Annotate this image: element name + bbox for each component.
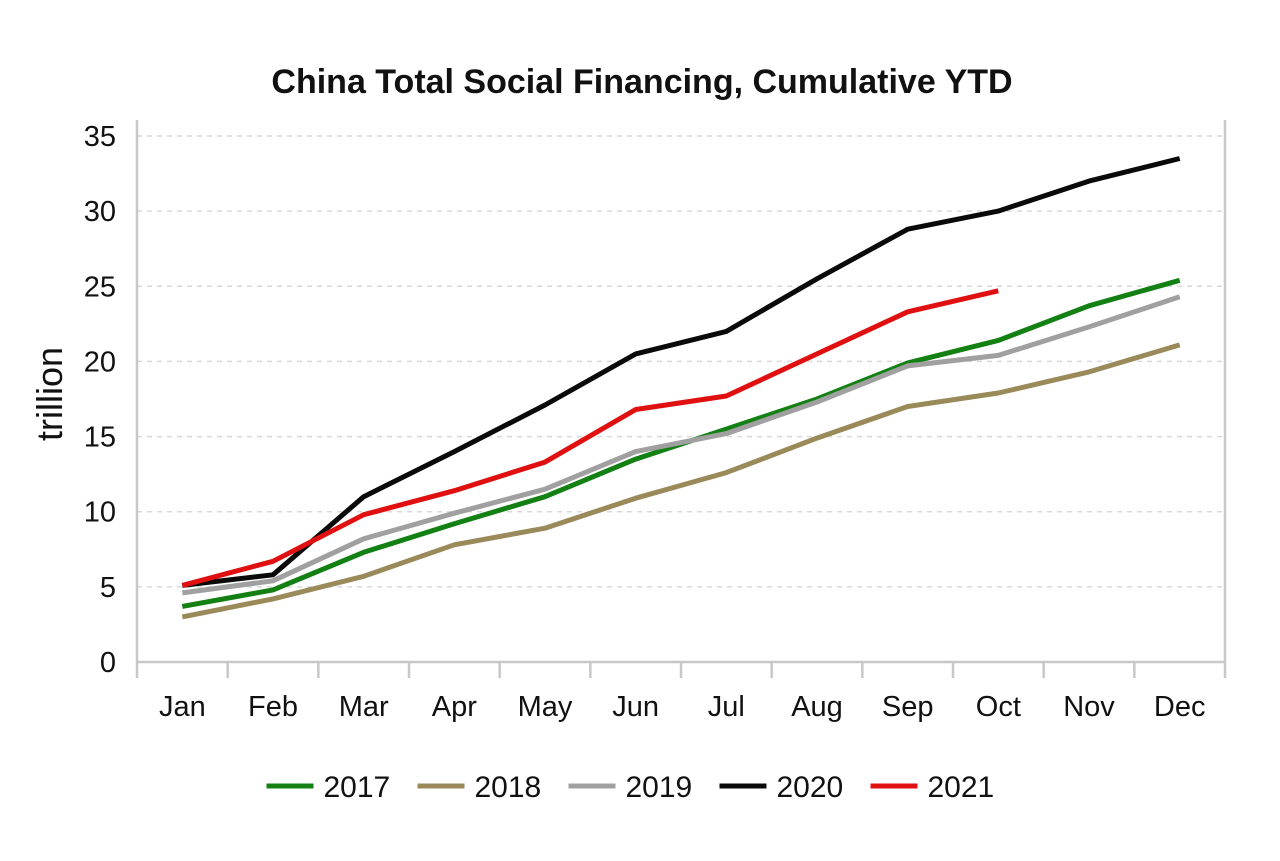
y-tick-label: 30 <box>84 196 116 228</box>
series-lines <box>181 156 1181 620</box>
legend-label-2020: 2020 <box>777 771 844 804</box>
x-tick-label-jul: Jul <box>708 691 745 723</box>
legend-item-2017: 2017 <box>266 771 391 804</box>
x-tick-label-oct: Oct <box>976 691 1021 723</box>
legend-label-2017: 2017 <box>324 771 391 804</box>
x-tick-label-may: May <box>518 691 573 723</box>
legend-item-2021: 2021 <box>870 771 995 804</box>
y-tick-label: 15 <box>84 422 116 454</box>
x-tick-label-aug: Aug <box>791 691 843 723</box>
gridlines <box>137 135 1225 588</box>
legend-label-2018: 2018 <box>475 771 542 804</box>
y-tick-label: 5 <box>100 572 116 604</box>
x-tick-label-nov: Nov <box>1063 691 1115 723</box>
legend-item-2018: 2018 <box>417 771 542 804</box>
y-tick-label: 35 <box>84 121 116 153</box>
y-tick-label: 25 <box>84 271 116 303</box>
x-tick-label-mar: Mar <box>339 691 389 723</box>
x-tick-label-apr: Apr <box>432 691 477 723</box>
y-tick-label: 10 <box>84 497 116 529</box>
legend: 2017 2018 2019 2020 2021 <box>266 771 995 804</box>
axes: 0 5 10 15 20 25 30 35 Jan Feb Mar Apr May Jun Jul Aug Se… <box>84 120 1227 723</box>
legend-item-2019: 2019 <box>568 771 693 804</box>
x-tick-label-jun: Jun <box>612 691 659 723</box>
x-tick-label-feb: Feb <box>248 691 298 723</box>
x-tick-label-dec: Dec <box>1154 691 1206 723</box>
y-tick-label: 0 <box>100 647 116 679</box>
legend-item-2020: 2020 <box>719 771 844 804</box>
legend-label-2021: 2021 <box>928 771 995 804</box>
series-line-2018 <box>181 342 1181 620</box>
x-tick-label-sep: Sep <box>882 691 934 723</box>
series-line-2019 <box>181 294 1181 596</box>
series-line-2020 <box>182 156 1181 588</box>
chart-title: China Total Social Financing, Cumulative… <box>271 63 1012 101</box>
y-axis-label: trillion <box>29 347 70 441</box>
legend-label-2019: 2019 <box>626 771 693 804</box>
x-tick-label-jan: Jan <box>159 691 206 723</box>
y-tick-label: 20 <box>84 346 116 378</box>
series-line-2021 <box>181 288 999 588</box>
